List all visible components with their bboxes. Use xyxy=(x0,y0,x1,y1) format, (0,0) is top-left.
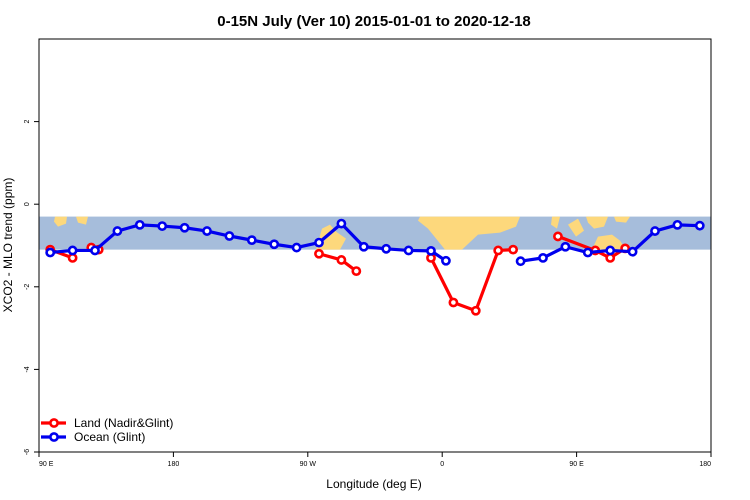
y-tick-label: -6 xyxy=(24,449,31,455)
data-point xyxy=(381,243,392,254)
x-tick-label: 180 xyxy=(168,461,180,468)
data-point xyxy=(358,241,369,252)
land-mass xyxy=(614,216,630,223)
y-tick-label: 2 xyxy=(24,120,31,124)
legend-label: Ocean (Glint) xyxy=(74,430,145,444)
data-point xyxy=(470,305,481,316)
data-point xyxy=(90,245,100,256)
series-line xyxy=(557,234,626,260)
data-point xyxy=(448,297,459,308)
data-point xyxy=(672,219,683,230)
data-point xyxy=(605,252,616,263)
land-mass xyxy=(418,216,520,250)
land-mass xyxy=(592,234,626,250)
data-point xyxy=(202,226,212,236)
plot-area xyxy=(38,38,712,453)
x-tick-label: 90 W xyxy=(300,461,317,468)
legend-label: Land (Nadir&Glint) xyxy=(74,416,173,430)
data-point xyxy=(224,231,235,241)
land-mass xyxy=(551,216,560,229)
data-point xyxy=(314,237,324,248)
data-point xyxy=(112,226,123,236)
data-point xyxy=(246,235,257,246)
land-mass xyxy=(54,216,67,227)
data-point xyxy=(314,248,324,259)
y-tick-label: -2 xyxy=(24,284,31,290)
data-point xyxy=(403,245,414,256)
x-tick-label: 90 E xyxy=(569,461,584,468)
data-point xyxy=(553,231,563,242)
data-point xyxy=(336,255,347,265)
plot-frame xyxy=(38,38,712,453)
series-ocean xyxy=(45,218,705,267)
data-point xyxy=(605,245,616,256)
data-point xyxy=(508,244,519,255)
data-point xyxy=(67,252,78,263)
data-point xyxy=(157,221,168,231)
data-point xyxy=(582,247,593,258)
data-point xyxy=(291,242,302,253)
data-point xyxy=(134,219,145,230)
land-mass xyxy=(586,216,608,229)
y-axis-label: XCO2 - MLO trend (ppm) xyxy=(1,178,15,313)
data-point xyxy=(426,245,436,256)
legend: Land (Nadir&Glint)Ocean (Glint) xyxy=(41,416,173,444)
data-point xyxy=(67,245,78,256)
data-point xyxy=(627,246,638,257)
chart-title: 0-15N July (Ver 10) 2015-01-01 to 2020-1… xyxy=(217,13,531,30)
land-masses xyxy=(54,216,630,250)
x-axis-label: Longitude (deg E) xyxy=(326,477,421,491)
legend-marker xyxy=(49,432,59,442)
land-mass xyxy=(76,216,88,225)
series-layer xyxy=(45,218,705,316)
data-point xyxy=(351,266,362,277)
land-mass xyxy=(568,218,584,237)
data-point xyxy=(441,255,451,266)
x-tick-label: 90 E xyxy=(39,461,54,468)
data-point xyxy=(269,239,280,250)
x-tick-label: 180 xyxy=(699,461,711,468)
y-axis: -6 -4 -2 0 2 xyxy=(24,120,39,455)
legend-marker xyxy=(49,418,59,428)
data-point xyxy=(694,220,705,231)
data-point xyxy=(650,226,660,236)
x-tick-label: 0 xyxy=(440,461,444,468)
data-point xyxy=(538,252,548,263)
data-point xyxy=(493,245,504,256)
y-tick-label: -4 xyxy=(24,366,31,372)
data-point xyxy=(45,247,56,258)
data-point xyxy=(560,241,571,252)
data-point xyxy=(515,256,526,267)
x-axis: 90 E 180 90 W 0 90 E 180 xyxy=(38,452,712,468)
data-point xyxy=(179,222,190,233)
y-tick-label: 0 xyxy=(24,202,31,206)
data-point xyxy=(336,218,347,229)
